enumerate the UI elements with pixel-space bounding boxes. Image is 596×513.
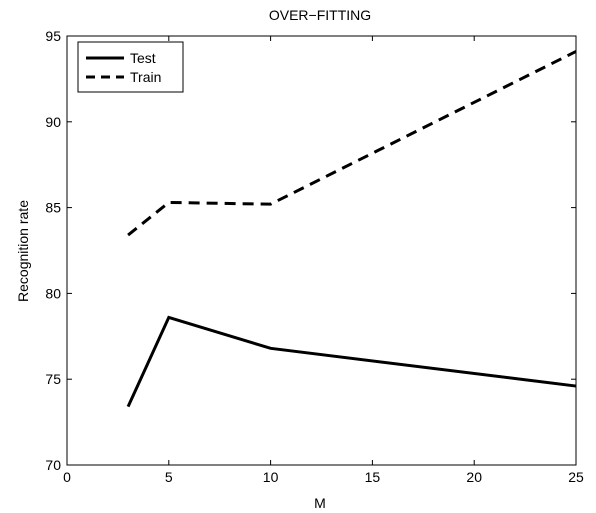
- x-tick-label: 20: [466, 469, 482, 485]
- plot-frame: [66, 35, 577, 466]
- series-layer: [126, 50, 577, 408]
- y-tick-label: 95: [45, 28, 61, 44]
- plot-area: 0 5 10 15 20 25 70 75 80 85 90 95: [45, 28, 584, 485]
- y-tick-label: 75: [45, 371, 61, 387]
- y-tick-label: 90: [45, 114, 61, 130]
- series-line-train: [127, 50, 577, 237]
- legend-label-test: Test: [130, 50, 156, 66]
- x-tick-label: 15: [365, 469, 381, 485]
- x-tick-label: 10: [263, 469, 279, 485]
- legend-box: [77, 41, 184, 93]
- x-tick-label: 25: [568, 469, 584, 485]
- x-tick-label: 0: [63, 469, 71, 485]
- y-tick-label: 70: [45, 457, 61, 473]
- y-tick-label: 85: [45, 200, 61, 216]
- x-axis-label: M: [314, 495, 326, 511]
- legend-label-train: Train: [130, 69, 161, 85]
- y-axis-label: Recognition rate: [15, 200, 31, 302]
- legend: Test Train: [77, 41, 184, 93]
- chart-title: OVER−FITTING: [269, 7, 371, 23]
- y-tick-label: 80: [45, 285, 61, 301]
- series-line-test: [126, 315, 577, 408]
- x-tick-label: 5: [165, 469, 173, 485]
